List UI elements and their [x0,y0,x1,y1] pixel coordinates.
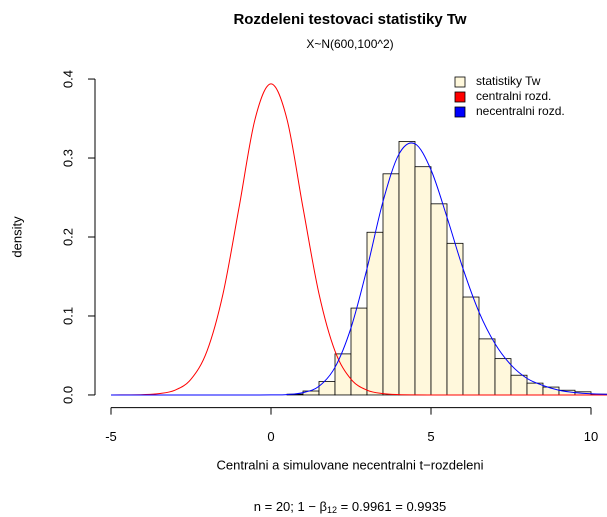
legend-label: centralni rozd. [476,89,551,103]
x-tick-label: 10 [584,429,598,444]
legend-swatch [454,76,466,88]
legend-label: statistiky Tw [476,74,541,88]
histogram-bar [446,242,464,396]
histogram-bar [414,166,432,396]
chart-subtitle: X~N(600,100^2) [306,37,393,51]
density-line [110,83,607,396]
chart-title: Rozdeleni testovaci statistiky Tw [233,11,466,28]
annotation-subscript: 12 [327,505,337,515]
y-tick-label: 0.1 [60,307,75,325]
x-tick-label: -5 [105,429,117,444]
x-tick-label: 5 [427,429,434,444]
histogram-bar [510,374,528,396]
annotation-text: = 0.9961 = 0.9935 [337,499,446,514]
annotation-text: n = 20; 1 − β [254,499,327,514]
histogram-bar [462,296,480,396]
y-tick-label: 0.4 [60,70,75,88]
histogram-bar [318,381,336,396]
histogram-bar [382,173,400,396]
y-tick-label: 0.0 [60,386,75,404]
density-line [111,142,607,396]
histogram-bar [398,141,416,396]
histogram-bar [430,203,448,396]
y-tick-label: 0.3 [60,149,75,167]
histogram-bar [334,353,352,396]
histogram-bar [478,338,496,396]
legend-label: necentralni rozd. [476,104,565,118]
y-tick-label: 0.2 [60,228,75,246]
legend-swatch [454,91,466,103]
x-tick-label: 0 [267,429,274,444]
annotation: n = 20; 1 − β12 = 0.9961 = 0.9935 [254,499,446,515]
histogram-bar [494,358,512,396]
x-axis-label: Centralni a simulovane necentralni t−roz… [216,457,483,472]
legend-swatch [454,106,466,118]
y-axis-label: density [9,216,24,258]
